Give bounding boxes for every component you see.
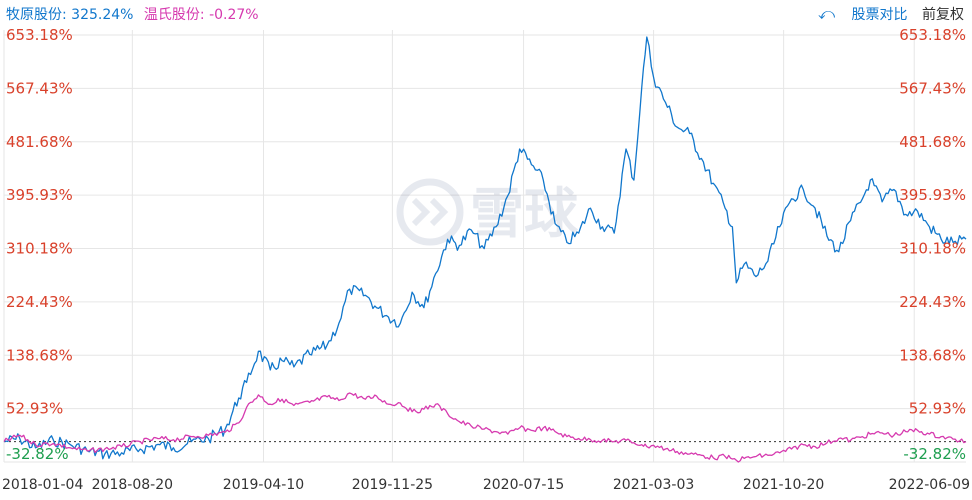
series-line-1 (3, 36, 967, 460)
watermark-text: 雪球 (470, 182, 579, 245)
x-tick-label: 2018-08-20 (92, 477, 173, 493)
y-tick-label-right: 310.18% (899, 240, 966, 258)
y-tick-label-left: 395.93% (6, 186, 73, 204)
y-tick-label-right: 138.68% (899, 346, 966, 364)
y-tick-label-left: 138.68% (6, 346, 73, 364)
y-tick-label-right: 224.43% (899, 293, 966, 311)
x-tick-label: 2020-07-15 (483, 477, 564, 493)
series-lines (3, 36, 967, 463)
y-tick-label-left: 224.43% (6, 293, 73, 311)
y-axis-right: -32.82% 52.93% 138.68% 224.43% 310.18% 395.93… (899, 26, 966, 463)
y-tick-label-left: 567.43% (6, 79, 73, 97)
y-tick-label-left: 310.18% (6, 240, 73, 258)
x-axis: 2018-01-04 2018-08-20 2019-04-10 2019-11-25… (2, 477, 970, 493)
y-tick-label-left: 52.93% (6, 400, 63, 418)
toolbar: ⤺ 股票对比 前复权 (818, 4, 964, 24)
x-tick-label: 2022-06-09 (889, 477, 970, 493)
x-tick-label: 2021-03-03 (613, 477, 694, 493)
y-tick-label-left: 481.68% (6, 133, 73, 151)
x-tick-label: 2021-10-20 (743, 477, 824, 493)
series-line-2 (3, 392, 967, 463)
y-tick-label-left: 653.18% (6, 26, 73, 44)
snowball-logo-icon (396, 178, 464, 246)
y-tick-label-left: -32.82% (6, 445, 69, 463)
y-tick-label-right: -32.82% (903, 445, 966, 463)
y-tick-label-right: 52.93% (909, 400, 966, 418)
y-tick-label-right: 653.18% (899, 26, 966, 44)
legend-series-1: 牧原股份: 325.24% (6, 7, 134, 23)
y-tick-label-right: 567.43% (899, 79, 966, 97)
forward-adjust-button[interactable]: 前复权 (922, 7, 964, 23)
stock-compare-button[interactable]: 股票对比 (851, 7, 908, 23)
y-axis-left: -32.82% 52.93% 138.68% 224.43% 310.18% 395.93… (6, 26, 73, 463)
x-tick-label: 2018-01-04 (2, 477, 83, 493)
grid-lines (3, 30, 966, 463)
legend: 牧原股份: 325.24% 温氏股份: -0.27% (6, 4, 259, 24)
y-tick-label-right: 481.68% (899, 133, 966, 151)
snowball-watermark: 雪球 (396, 178, 579, 246)
x-tick-label: 2019-04-10 (223, 477, 304, 493)
x-tick-label: 2019-11-25 (352, 477, 433, 493)
undo-icon[interactable]: ⤺ (817, 4, 836, 23)
y-tick-label-right: 395.93% (899, 186, 966, 204)
legend-series-2: 温氏股份: -0.27% (143, 7, 259, 23)
